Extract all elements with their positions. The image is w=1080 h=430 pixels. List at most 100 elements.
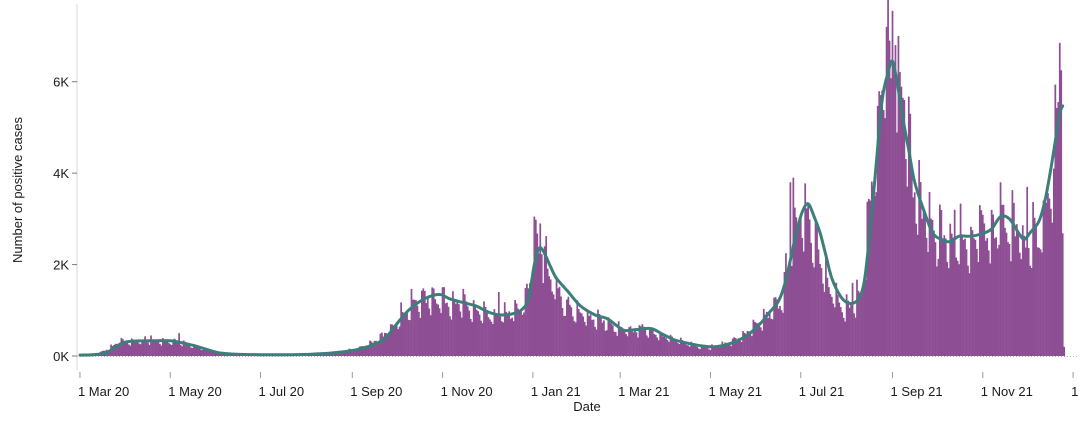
daily-case-bar xyxy=(903,100,906,356)
daily-case-bar xyxy=(505,311,508,356)
daily-case-bar xyxy=(1038,247,1040,356)
daily-case-bar xyxy=(779,306,781,356)
daily-case-bar xyxy=(147,342,149,356)
daily-case-bar xyxy=(509,318,512,356)
daily-case-bar xyxy=(423,290,426,356)
daily-case-bar xyxy=(389,324,392,356)
daily-case-bar xyxy=(210,352,213,356)
daily-case-bar xyxy=(810,242,812,356)
daily-case-bar xyxy=(939,204,941,356)
daily-case-bar xyxy=(829,294,832,356)
daily-case-bar xyxy=(551,291,553,356)
daily-case-bar xyxy=(944,238,947,356)
daily-case-bar xyxy=(900,86,903,356)
daily-case-bar xyxy=(1061,233,1064,356)
daily-case-bar xyxy=(813,267,815,356)
daily-case-bar xyxy=(1024,247,1027,356)
daily-case-bar xyxy=(369,340,371,356)
daily-case-bar xyxy=(875,192,878,356)
daily-case-bar xyxy=(554,299,556,356)
daily-case-bar xyxy=(644,328,647,356)
daily-case-bar xyxy=(429,315,432,356)
daily-case-bar xyxy=(563,315,565,356)
daily-case-bar xyxy=(647,337,650,356)
daily-case-bar xyxy=(909,113,912,356)
daily-case-bar xyxy=(916,234,919,356)
x-axis-ticks: 1 Mar 20 1 May 20 1 Jul 20 1 Sep 20 1 Nov 20… xyxy=(78,372,1080,399)
daily-case-bar xyxy=(949,223,952,356)
daily-case-bar xyxy=(931,219,934,356)
daily-case-bar xyxy=(133,341,136,356)
daily-case-bar xyxy=(530,281,533,356)
daily-case-bar xyxy=(976,248,978,356)
daily-case-bar xyxy=(568,304,571,356)
daily-case-bar xyxy=(913,192,916,356)
daily-case-bar xyxy=(717,347,719,356)
daily-case-bar xyxy=(694,345,697,356)
daily-case-bar xyxy=(878,91,881,357)
y-tick-label: 2K xyxy=(53,258,69,273)
daily-case-bar xyxy=(376,341,379,356)
daily-case-bar xyxy=(835,282,838,356)
daily-case-bar xyxy=(420,290,423,356)
daily-case-bar xyxy=(811,262,814,356)
daily-case-bar xyxy=(361,346,364,356)
daily-case-bar xyxy=(833,307,836,356)
daily-case-bar xyxy=(395,325,398,356)
daily-case-bar xyxy=(860,295,863,356)
daily-case-bar xyxy=(181,346,183,356)
daily-case-bar xyxy=(450,319,453,356)
daily-case-bar xyxy=(164,341,167,356)
daily-case-bar xyxy=(122,339,124,356)
daily-case-bar xyxy=(999,182,1002,356)
daily-case-bar xyxy=(1063,346,1066,356)
daily-case-bar xyxy=(977,262,980,356)
daily-case-bar xyxy=(882,110,885,356)
daily-case-bar xyxy=(983,223,986,356)
daily-case-bar xyxy=(641,324,644,356)
daily-case-bar xyxy=(469,318,472,356)
daily-case-bar xyxy=(366,347,368,356)
daily-case-bar xyxy=(619,326,622,356)
daily-case-bar xyxy=(531,278,534,356)
daily-case-bar xyxy=(378,342,380,356)
daily-case-bar xyxy=(500,321,503,356)
daily-case-bar xyxy=(628,327,630,356)
daily-case-bar xyxy=(494,315,497,356)
daily-case-bar xyxy=(207,350,210,356)
daily-case-bar xyxy=(820,267,823,356)
daily-case-bar xyxy=(936,266,938,356)
daily-case-bar xyxy=(897,36,900,356)
daily-case-bar xyxy=(527,288,530,356)
y-tick-label: 0K xyxy=(53,349,69,364)
daily-case-bar xyxy=(358,346,361,356)
daily-case-bar xyxy=(681,340,684,356)
daily-case-bar xyxy=(1001,204,1003,356)
daily-case-bar xyxy=(719,347,722,356)
daily-case-bar xyxy=(634,329,636,356)
daily-case-bar xyxy=(412,299,414,356)
daily-case-bar xyxy=(620,327,623,356)
daily-case-bar xyxy=(869,200,872,356)
daily-case-bar xyxy=(419,317,422,356)
daily-case-bar xyxy=(579,312,582,356)
daily-case-bar xyxy=(645,335,648,356)
daily-case-bar xyxy=(894,45,897,357)
daily-case-bar xyxy=(153,339,155,356)
daily-case-bar xyxy=(490,321,493,356)
daily-case-bar xyxy=(823,291,826,356)
daily-case-bar xyxy=(785,253,787,356)
daily-case-bar xyxy=(555,279,558,356)
daily-case-bar xyxy=(637,337,639,356)
daily-case-bar xyxy=(116,344,118,356)
daily-case-bar xyxy=(1014,236,1017,356)
daily-case-bar xyxy=(928,192,931,356)
daily-case-bar xyxy=(514,300,516,356)
y-axis-title: Number of positive cases xyxy=(10,117,25,263)
daily-case-bar xyxy=(967,265,969,356)
daily-case-bar xyxy=(487,317,490,356)
daily-case-bar xyxy=(524,288,527,356)
daily-case-bar xyxy=(592,319,595,356)
daily-case-bar xyxy=(740,341,743,356)
daily-case-bar xyxy=(364,345,367,356)
